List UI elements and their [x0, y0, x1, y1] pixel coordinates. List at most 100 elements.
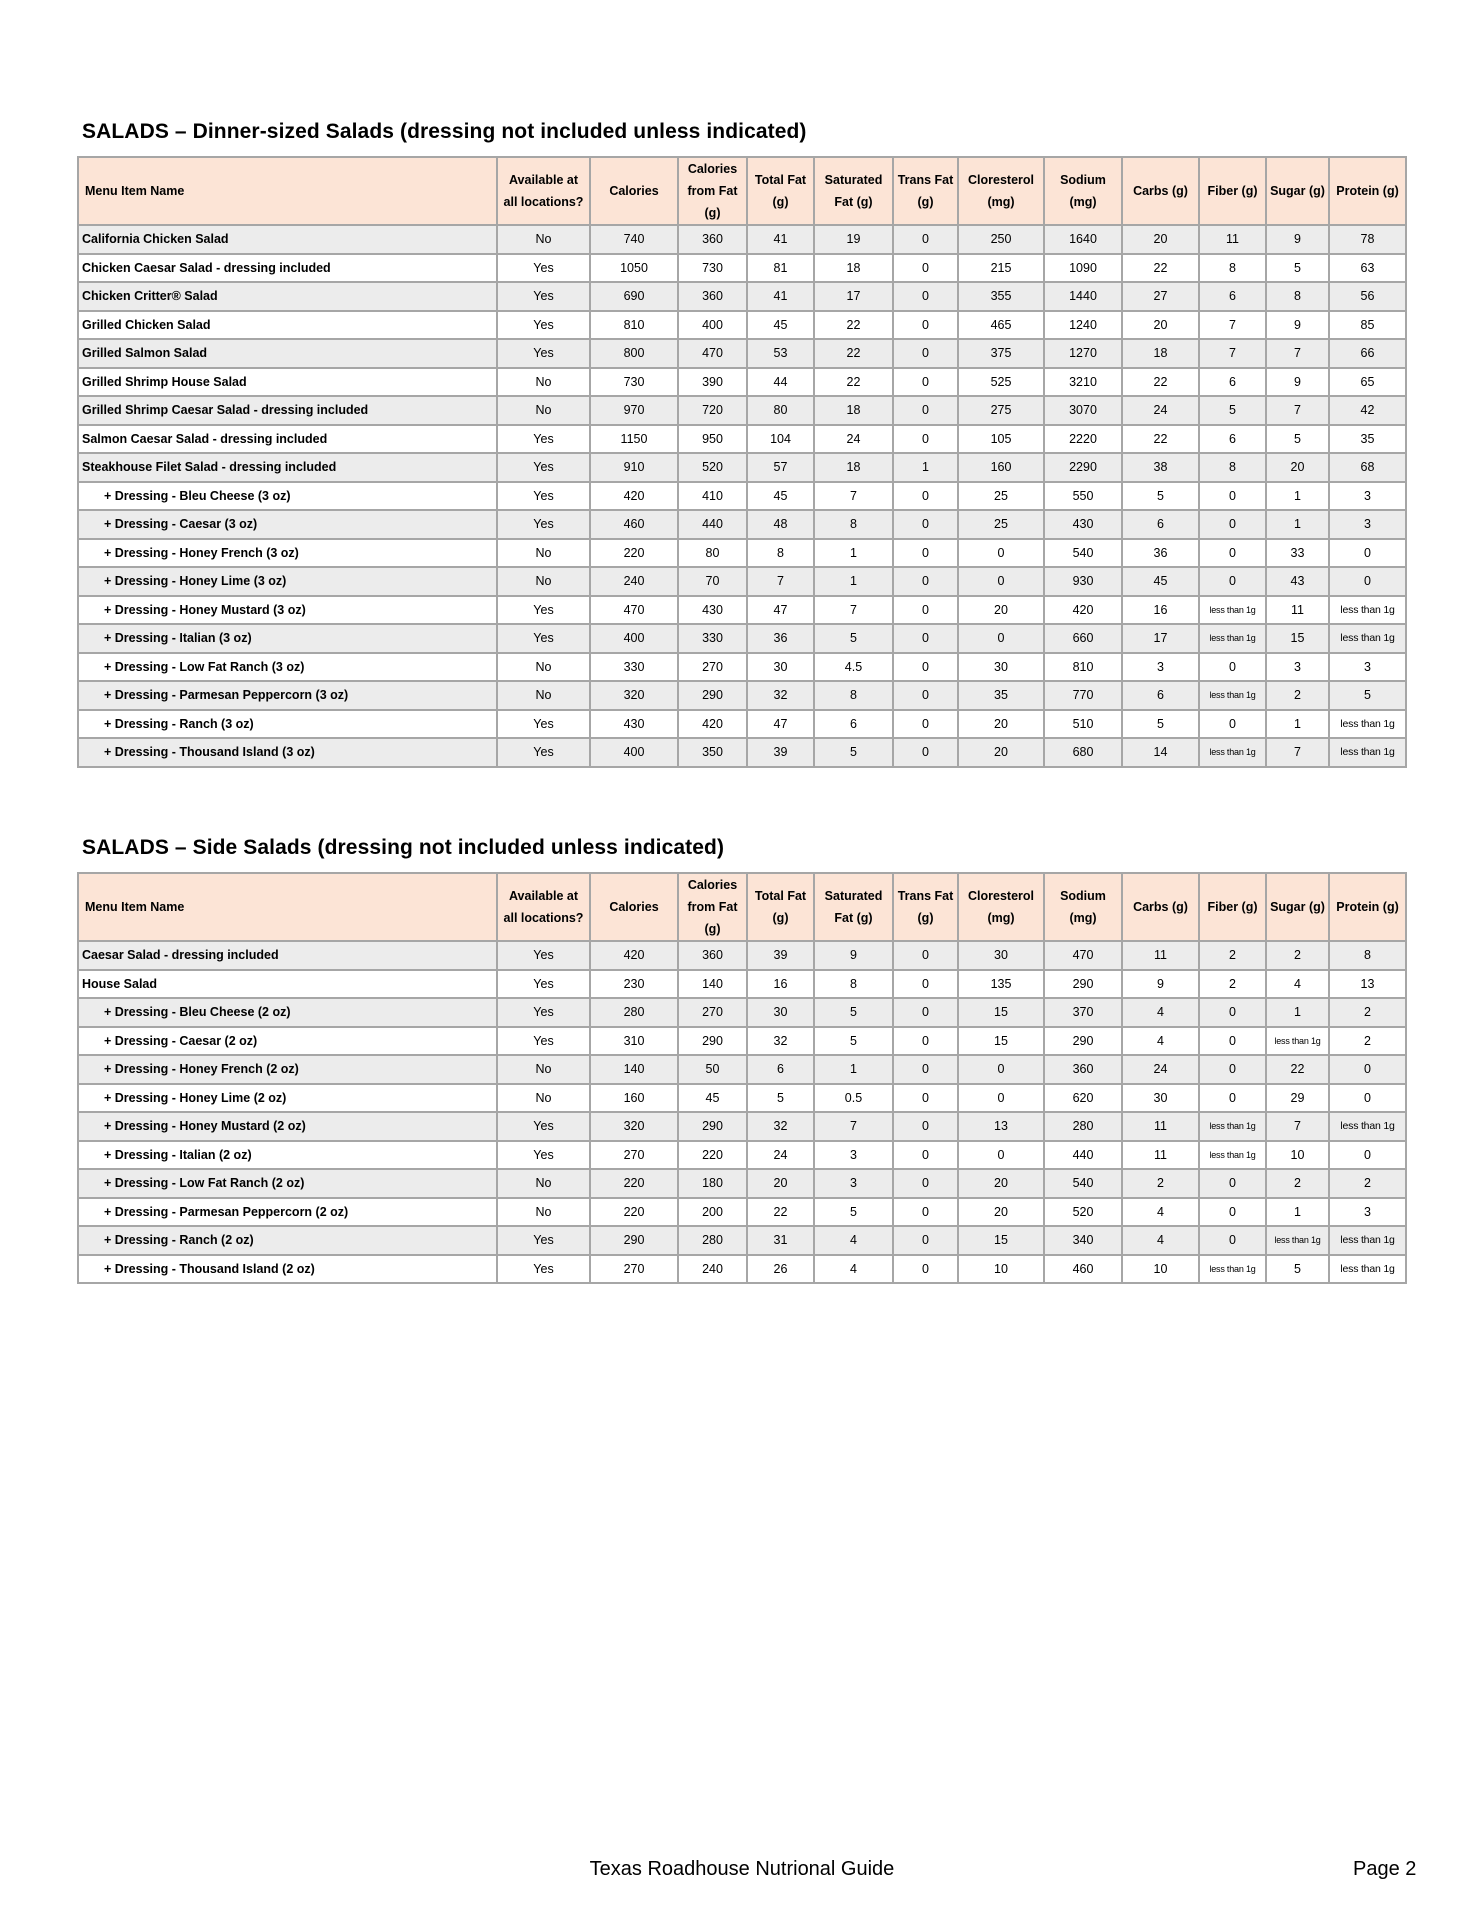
cell-protein: 66	[1328, 338, 1407, 369]
cell-available: No	[496, 537, 591, 568]
cell-cholesterol: 20	[957, 737, 1045, 768]
cell-total-fat: 47	[746, 708, 815, 739]
cell-cholesterol: 0	[957, 537, 1045, 568]
cell-total-fat: 16	[746, 968, 815, 999]
cell-total-fat: 36	[746, 623, 815, 654]
cell-saturated-fat: 5	[813, 737, 894, 768]
cell-calories: 730	[589, 366, 679, 397]
cell-carbs: 10	[1121, 1253, 1200, 1284]
cell-available: Yes	[496, 940, 591, 971]
cell-trans-fat: 0	[892, 708, 959, 739]
footer-title: Texas Roadhouse Nutrional Guide	[589, 1858, 895, 1880]
cell-calories-from-fat: 400	[677, 309, 748, 340]
cell-saturated-fat: 1	[813, 1054, 894, 1085]
cell-fiber: 0	[1198, 997, 1267, 1028]
column-header-saturated-fat: Saturated Fat (g)	[813, 156, 894, 226]
cell-protein: 0	[1328, 1054, 1407, 1085]
cell-available: Yes	[496, 338, 591, 369]
cell-trans-fat: 0	[892, 680, 959, 711]
cell-fiber: 0	[1198, 566, 1267, 597]
cell-saturated-fat: 6	[813, 708, 894, 739]
cell-protein: less than 1g	[1328, 1111, 1407, 1142]
cell-available: No	[496, 395, 591, 426]
cell-carbs: 20	[1121, 224, 1200, 255]
cell-sugar: 20	[1265, 452, 1330, 483]
table-row: Grilled Chicken Salad Yes 810 400 45 22 0 465 12…	[77, 309, 1407, 340]
cell-sugar: 7	[1265, 338, 1330, 369]
cell-calories-from-fat: 950	[677, 423, 748, 454]
cell-protein: less than 1g	[1328, 1225, 1407, 1256]
table-row: Grilled Shrimp Caesar Salad - dressing i…	[77, 395, 1407, 426]
cell-calories-from-fat: 720	[677, 395, 748, 426]
column-header-menu-item-name: Menu Item Name	[77, 872, 498, 942]
cell-fiber: 6	[1198, 423, 1267, 454]
cell-available: No	[496, 651, 591, 682]
cell-calories: 690	[589, 281, 679, 312]
table-row: + Dressing - Parmesan Peppercorn (2 oz) N…	[77, 1196, 1407, 1227]
column-header-carbs: Carbs (g)	[1121, 156, 1200, 226]
cell-saturated-fat: 18	[813, 395, 894, 426]
menu-item-name: + Dressing - Caesar (3 oz)	[77, 509, 498, 540]
cell-sodium: 1240	[1043, 309, 1123, 340]
cell-calories: 740	[589, 224, 679, 255]
cell-protein: 35	[1328, 423, 1407, 454]
cell-cholesterol: 15	[957, 1025, 1045, 1056]
cell-trans-fat: 0	[892, 281, 959, 312]
menu-item-name: Caesar Salad - dressing included	[77, 940, 498, 971]
menu-item-name: Chicken Caesar Salad - dressing included	[77, 252, 498, 283]
cell-carbs: 11	[1121, 940, 1200, 971]
cell-total-fat: 31	[746, 1225, 815, 1256]
cell-fiber: less than 1g	[1198, 680, 1267, 711]
menu-item-name: + Dressing - Bleu Cheese (2 oz)	[77, 997, 498, 1028]
cell-total-fat: 8	[746, 537, 815, 568]
menu-item-name: + Dressing - Italian (2 oz)	[77, 1139, 498, 1170]
cell-trans-fat: 0	[892, 968, 959, 999]
column-header-total-fat: Total Fat (g)	[746, 872, 815, 942]
cell-total-fat: 39	[746, 940, 815, 971]
cell-total-fat: 53	[746, 338, 815, 369]
cell-trans-fat: 0	[892, 566, 959, 597]
cell-saturated-fat: 8	[813, 968, 894, 999]
cell-cholesterol: 20	[957, 594, 1045, 625]
cell-total-fat: 47	[746, 594, 815, 625]
cell-total-fat: 22	[746, 1196, 815, 1227]
cell-calories: 270	[589, 1253, 679, 1284]
cell-calories: 400	[589, 623, 679, 654]
cell-saturated-fat: 1	[813, 537, 894, 568]
table-row: Grilled Shrimp House Salad No 730 390 44 22 0 5…	[77, 366, 1407, 397]
cell-trans-fat: 0	[892, 1111, 959, 1142]
cell-trans-fat: 1	[892, 452, 959, 483]
cell-carbs: 5	[1121, 708, 1200, 739]
cell-fiber: 2	[1198, 968, 1267, 999]
cell-total-fat: 57	[746, 452, 815, 483]
cell-calories-from-fat: 330	[677, 623, 748, 654]
cell-sugar: 1	[1265, 708, 1330, 739]
cell-fiber: 0	[1198, 1054, 1267, 1085]
cell-calories: 270	[589, 1139, 679, 1170]
cell-trans-fat: 0	[892, 1253, 959, 1284]
cell-trans-fat: 0	[892, 395, 959, 426]
cell-carbs: 18	[1121, 338, 1200, 369]
cell-cholesterol: 215	[957, 252, 1045, 283]
cell-total-fat: 24	[746, 1139, 815, 1170]
cell-sodium: 660	[1043, 623, 1123, 654]
cell-protein: less than 1g	[1328, 737, 1407, 768]
cell-calories: 220	[589, 537, 679, 568]
cell-sodium: 520	[1043, 1196, 1123, 1227]
cell-cholesterol: 135	[957, 968, 1045, 999]
cell-saturated-fat: 4	[813, 1225, 894, 1256]
menu-item-name: + Dressing - Thousand Island (2 oz)	[77, 1253, 498, 1284]
cell-carbs: 4	[1121, 997, 1200, 1028]
cell-sodium: 540	[1043, 537, 1123, 568]
header-row: Menu Item Name Available at all locations…	[77, 156, 1407, 226]
cell-fiber: 0	[1198, 509, 1267, 540]
column-header-saturated-fat: Saturated Fat (g)	[813, 872, 894, 942]
cell-sodium: 430	[1043, 509, 1123, 540]
cell-trans-fat: 0	[892, 737, 959, 768]
cell-sugar: 3	[1265, 651, 1330, 682]
column-header-cholesterol: Cloresterol (mg)	[957, 872, 1045, 942]
cell-carbs: 14	[1121, 737, 1200, 768]
column-header-calories-from-fat: Calories from Fat (g)	[677, 156, 748, 226]
cell-sodium: 290	[1043, 1025, 1123, 1056]
cell-carbs: 22	[1121, 423, 1200, 454]
